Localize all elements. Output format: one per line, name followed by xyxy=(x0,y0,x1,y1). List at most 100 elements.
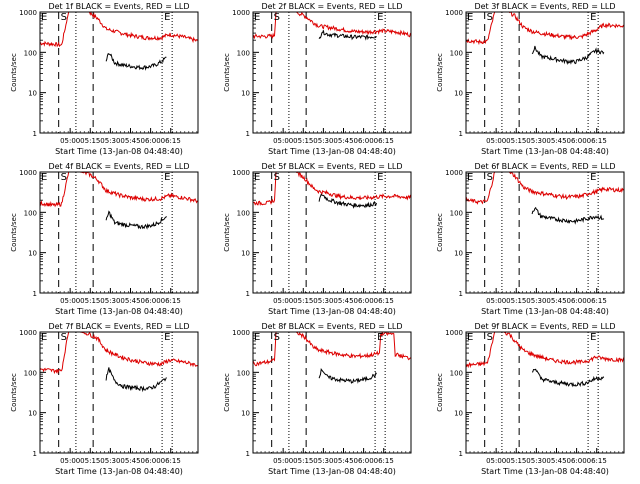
detector-chart: Det 3f BLACK = Events, RED = LLD 1 10 100 10… xyxy=(436,2,625,156)
y-tick-label: 1000 xyxy=(445,329,463,337)
x-tick-label: 05:15 xyxy=(293,457,313,465)
y-tick-label: 1 xyxy=(459,290,463,298)
x-tick-label: 05:45 xyxy=(120,457,140,465)
x-tick-label: 06:15 xyxy=(161,457,181,465)
saa-marker-label: S xyxy=(487,172,493,183)
y-tick-label: 100 xyxy=(237,369,250,377)
lld-series-line xyxy=(39,171,199,208)
x-tick-label: 05:45 xyxy=(120,297,140,305)
x-tick-label: 06:00 xyxy=(567,297,587,305)
y-tick-label: 10 xyxy=(241,410,250,418)
saa-marker-label: S xyxy=(61,332,67,343)
x-tick-label: 05:30 xyxy=(526,137,546,145)
e-marker-label: E xyxy=(254,172,260,183)
x-tick-label: 05:45 xyxy=(546,297,566,305)
e-marker-label: E xyxy=(590,332,596,343)
detector-chart: Det 5f BLACK = Events, RED = LLD 1 10 100 10… xyxy=(223,162,412,316)
e-marker-label: E xyxy=(41,332,47,343)
y-tick-label: 100 xyxy=(237,49,250,57)
x-tick-label: 05:00 xyxy=(60,457,80,465)
x-tick-label: 06:15 xyxy=(374,297,394,305)
chart-title: Det 9f BLACK = Events, RED = LLD xyxy=(474,322,615,331)
e-marker-label: E xyxy=(377,172,383,183)
chart-title: Det 8f BLACK = Events, RED = LLD xyxy=(261,322,402,331)
detector-panel: Det 7f BLACK = Events, RED = LLD 1 10 100 10… xyxy=(0,320,213,480)
saa-marker-label: S xyxy=(487,332,493,343)
detector-chart: Det 2f BLACK = Events, RED = LLD 1 10 100 10… xyxy=(223,2,412,156)
x-tick-label: 06:00 xyxy=(567,137,587,145)
x-tick-label: 05:15 xyxy=(293,297,313,305)
x-tick-label: 05:45 xyxy=(120,137,140,145)
x-tick-label: 06:15 xyxy=(374,137,394,145)
y-tick-label: 1000 xyxy=(19,9,37,17)
chart-title: Det 5f BLACK = Events, RED = LLD xyxy=(261,162,402,171)
y-tick-label: 100 xyxy=(450,209,463,217)
plot-frame xyxy=(39,171,199,294)
y-axis-label: Counts/sec xyxy=(10,373,18,412)
x-tick-label: 05:45 xyxy=(546,457,566,465)
y-tick-label: 1000 xyxy=(232,9,250,17)
x-tick-label: 05:00 xyxy=(486,457,506,465)
detector-panel: Det 3f BLACK = Events, RED = LLD 1 10 100 10… xyxy=(426,0,639,160)
y-tick-label: 1 xyxy=(246,130,250,138)
plot-frame xyxy=(39,331,199,454)
events-series-line xyxy=(105,367,167,393)
detector-panel: Det 9f BLACK = Events, RED = LLD 1 10 100 10… xyxy=(426,320,639,480)
y-tick-label: 1000 xyxy=(19,169,37,177)
x-tick-label: 05:00 xyxy=(273,137,293,145)
detector-chart: Det 6f BLACK = Events, RED = LLD 1 10 100 10… xyxy=(436,162,625,316)
detector-panel: Det 8f BLACK = Events, RED = LLD 1 10 100 10… xyxy=(213,320,426,480)
e-marker-label: E xyxy=(164,332,170,343)
detector-panel: Det 6f BLACK = Events, RED = LLD 1 10 100 10… xyxy=(426,160,639,320)
plot-frame xyxy=(465,171,625,294)
detector-panel: Det 4f BLACK = Events, RED = LLD 1 10 100 10… xyxy=(0,160,213,320)
lld-series-line xyxy=(465,331,625,369)
events-series-line xyxy=(531,368,605,388)
e-marker-label: E xyxy=(590,12,596,23)
x-tick-label: 05:15 xyxy=(506,457,526,465)
events-series-line xyxy=(318,193,377,209)
x-axis-label: Start Time (13-Jan-08 04:48:40) xyxy=(268,467,396,476)
y-tick-label: 1 xyxy=(33,450,37,458)
x-axis-label: Start Time (13-Jan-08 04:48:40) xyxy=(55,307,183,316)
x-tick-label: 05:30 xyxy=(100,137,120,145)
y-tick-label: 1 xyxy=(33,290,37,298)
saa-marker-label: S xyxy=(487,12,493,23)
detector-panel: Det 2f BLACK = Events, RED = LLD 1 10 100 10… xyxy=(213,0,426,160)
y-tick-label: 100 xyxy=(24,49,37,57)
events-series-line xyxy=(531,206,605,225)
y-tick-label: 100 xyxy=(237,209,250,217)
x-tick-label: 05:30 xyxy=(313,137,333,145)
x-tick-label: 06:15 xyxy=(161,297,181,305)
x-tick-label: 05:15 xyxy=(506,137,526,145)
y-tick-label: 10 xyxy=(28,410,37,418)
y-tick-label: 100 xyxy=(24,209,37,217)
x-tick-label: 05:00 xyxy=(273,297,293,305)
plot-frame xyxy=(252,11,412,134)
e-marker-label: E xyxy=(377,12,383,23)
x-tick-label: 06:15 xyxy=(587,297,607,305)
lld-series-line xyxy=(39,331,199,375)
saa-marker-label: S xyxy=(61,172,67,183)
saa-marker-label: S xyxy=(274,12,280,23)
x-tick-label: 06:15 xyxy=(161,137,181,145)
y-tick-label: 1000 xyxy=(232,329,250,337)
y-tick-label: 10 xyxy=(454,90,463,98)
plot-frame xyxy=(39,11,199,134)
detector-chart: Det 8f BLACK = Events, RED = LLD 1 10 100 10… xyxy=(223,322,412,476)
y-axis-label: Counts/sec xyxy=(223,53,231,92)
x-tick-label: 05:30 xyxy=(526,297,546,305)
detector-chart: Det 9f BLACK = Events, RED = LLD 1 10 100 10… xyxy=(436,322,625,476)
y-tick-label: 10 xyxy=(454,250,463,258)
lld-series-line xyxy=(465,11,625,46)
x-tick-label: 06:00 xyxy=(354,457,374,465)
y-tick-label: 100 xyxy=(450,369,463,377)
x-tick-label: 06:00 xyxy=(141,297,161,305)
x-tick-label: 05:15 xyxy=(80,137,100,145)
chart-title: Det 3f BLACK = Events, RED = LLD xyxy=(474,2,615,11)
x-axis-label: Start Time (13-Jan-08 04:48:40) xyxy=(268,307,396,316)
y-tick-label: 1 xyxy=(246,450,250,458)
y-tick-label: 1000 xyxy=(445,9,463,17)
x-axis-label: Start Time (13-Jan-08 04:48:40) xyxy=(481,307,609,316)
x-tick-label: 05:00 xyxy=(486,297,506,305)
